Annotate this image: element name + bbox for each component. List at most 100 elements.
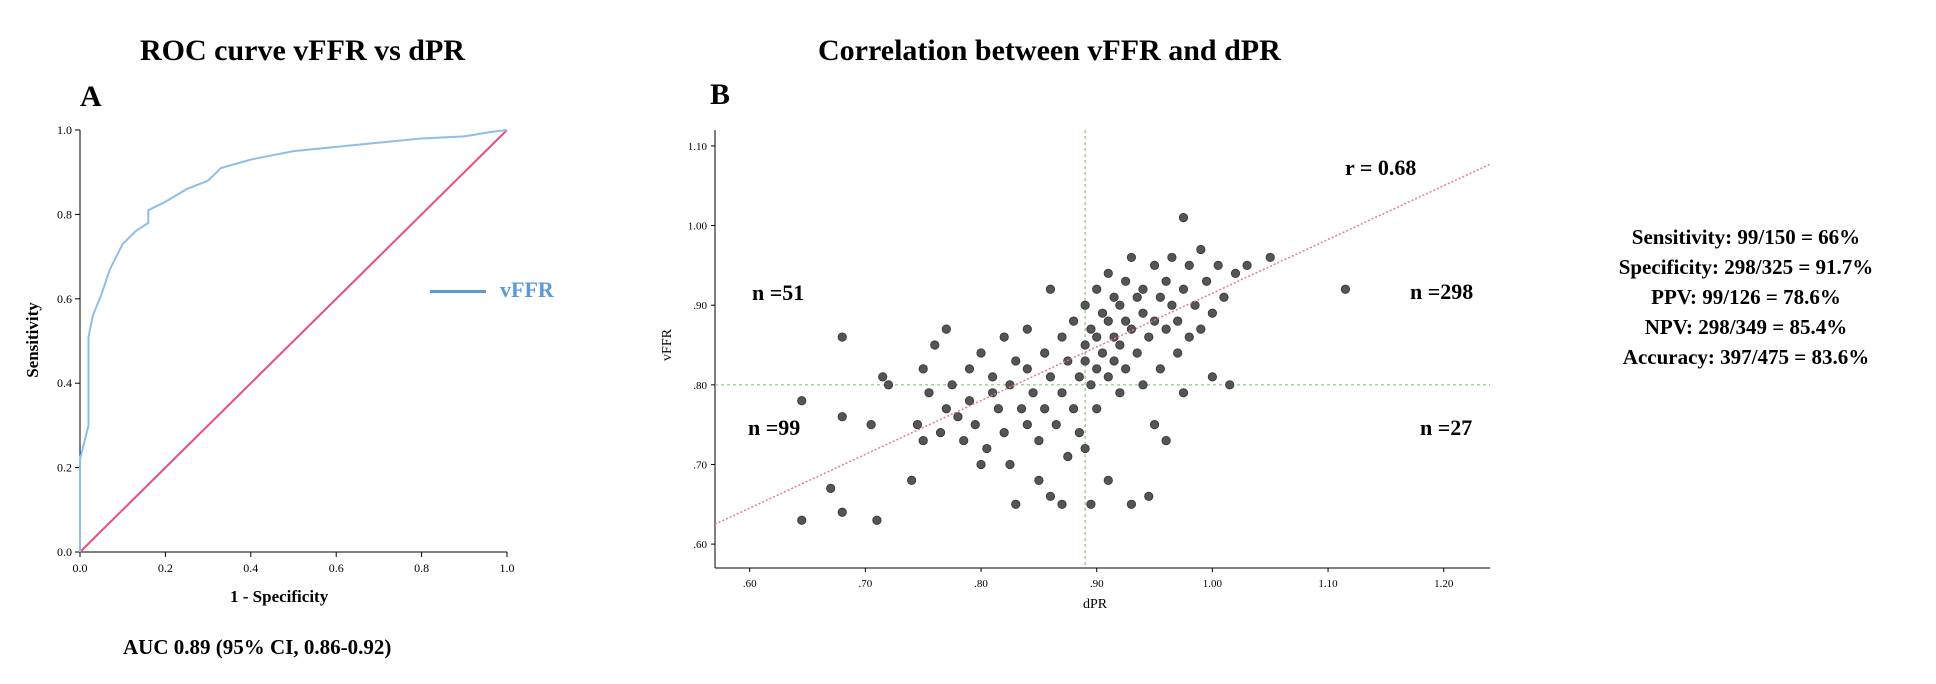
scatter-point: [1051, 420, 1061, 430]
scatter-point: [1016, 404, 1027, 414]
scatter-point: [1178, 284, 1189, 294]
quadrant-upper-right-count: n =298: [1410, 279, 1474, 304]
scatter-y-tick-label: 1.10: [688, 141, 708, 153]
scatter-point: [1161, 276, 1171, 286]
scatter-point: [988, 372, 998, 382]
scatter-point: [1161, 435, 1171, 446]
scatter-point: [1034, 475, 1044, 485]
scatter-x-tick-label: .70: [858, 578, 872, 590]
scatter-point: [1126, 499, 1137, 509]
roc-y-tick-label: 0.6: [57, 292, 72, 306]
scatter-point: [1068, 316, 1079, 326]
scatter-point: [1138, 308, 1148, 318]
roc-chart: 0.0 0.2 0.4 0.6 0.8 1.0 0.0 0.2 0.4 0.6 0.8 1.0: [57, 123, 515, 575]
scatter-point: [982, 443, 992, 454]
diagnostic-stats: Sensitivity: 99/150 = 66% Specificity: 2…: [1596, 222, 1896, 372]
scatter-point: [999, 428, 1009, 438]
scatter-point: [1005, 380, 1015, 390]
scatter-point: [1184, 332, 1194, 342]
scatter-point: [1103, 475, 1113, 485]
scatter-point: [924, 388, 934, 398]
scatter-point: [1144, 491, 1154, 501]
quadrant-upper-left-count: n =51: [752, 280, 805, 305]
roc-x-tick-label: 0.2: [158, 561, 173, 575]
scatter-point: [1196, 324, 1206, 334]
roc-x-tick-label: 0.4: [243, 561, 258, 575]
scatter-point: [941, 404, 951, 414]
scatter-point: [1161, 324, 1171, 334]
scatter-point: [1265, 252, 1275, 263]
scatter-point: [866, 420, 876, 430]
roc-x-tick-label: 0.8: [414, 561, 429, 575]
scatter-point: [1022, 324, 1032, 334]
scatter-point: [976, 459, 986, 470]
roc-y-tick-label: 1.0: [57, 123, 72, 137]
scatter-point: [1155, 292, 1165, 302]
scatter-point: [1103, 372, 1113, 382]
scatter-point: [872, 515, 882, 525]
scatter-point: [1086, 324, 1096, 334]
scatter-point: [1097, 308, 1108, 318]
roc-legend-label: vFFR: [500, 277, 554, 302]
scatter-point: [1097, 348, 1108, 358]
scatter-y-tick-label: .60: [693, 539, 707, 551]
scatter-point: [1103, 316, 1113, 326]
scatter-point: [1040, 404, 1050, 414]
scatter-point: [883, 380, 894, 390]
scatter-x-tick-label: 1.20: [1434, 578, 1454, 590]
scatter-point: [964, 396, 975, 406]
scatter-panel-label: B: [710, 78, 731, 111]
scatter-point: [993, 404, 1003, 414]
scatter-point: [1149, 420, 1160, 430]
scatter-y-axis-title: vFFR: [660, 329, 675, 361]
roc-curve-vffr: [79, 129, 508, 552]
scatter-y-tick-label: .90: [693, 300, 707, 312]
scatter-point: [1207, 308, 1217, 318]
scatter-point: [797, 515, 807, 525]
scatter-point: [837, 412, 847, 422]
scatter-point: [1080, 300, 1090, 310]
scatter-y-tick-label: .80: [693, 380, 707, 392]
roc-auc-annotation: AUC 0.89 (95% CI, 0.86-0.92): [123, 635, 392, 659]
scatter-point: [1034, 435, 1044, 446]
scatter-point: [1022, 420, 1032, 430]
scatter-point: [1121, 316, 1131, 326]
scatter-point: [1126, 252, 1137, 263]
scatter-point: [1057, 332, 1067, 342]
scatter-point: [1045, 284, 1056, 294]
scatter-point: [1022, 364, 1032, 374]
scatter-point: [1196, 244, 1206, 255]
scatter-point: [1340, 284, 1351, 294]
roc-y-tick-label: 0.2: [57, 461, 72, 475]
scatter-point: [1080, 443, 1090, 454]
scatter-point: [1115, 388, 1125, 398]
scatter-point: [1178, 213, 1189, 223]
scatter-point: [976, 348, 986, 358]
scatter-point: [1132, 348, 1142, 358]
scatter-point: [837, 332, 847, 342]
scatter-point: [1092, 404, 1102, 414]
scatter-point: [1144, 332, 1154, 342]
stat-sensitivity: Sensitivity: 99/150 = 66%: [1631, 225, 1861, 249]
scatter-point: [826, 483, 836, 493]
stat-ppv: PPV: 99/126 = 78.6%: [1651, 285, 1841, 309]
scatter-point: [1155, 364, 1165, 374]
scatter-point: [797, 396, 807, 406]
scatter-point: [918, 435, 928, 446]
scatter-point: [1074, 428, 1084, 438]
scatter-point: [1011, 499, 1021, 509]
correlation-r-label: r = 0.68: [1345, 155, 1417, 180]
scatter-point: [1109, 292, 1119, 302]
scatter-point: [1080, 340, 1090, 350]
scatter-fit-line: [714, 163, 1491, 525]
scatter-point: [1086, 499, 1096, 509]
scatter-point: [1173, 316, 1183, 326]
scatter-point: [1011, 356, 1021, 366]
roc-x-tick-label: 0.6: [329, 561, 344, 575]
scatter-chart: .60 .70 .80 .90 1.00 1.10 1.20 .60 .70 .80 .90 1.00…: [688, 130, 1491, 590]
scatter-point: [1028, 388, 1038, 398]
scatter-point: [1138, 284, 1148, 294]
scatter-point: [1057, 499, 1067, 509]
scatter-point: [1213, 260, 1223, 270]
scatter-point: [1115, 300, 1125, 310]
